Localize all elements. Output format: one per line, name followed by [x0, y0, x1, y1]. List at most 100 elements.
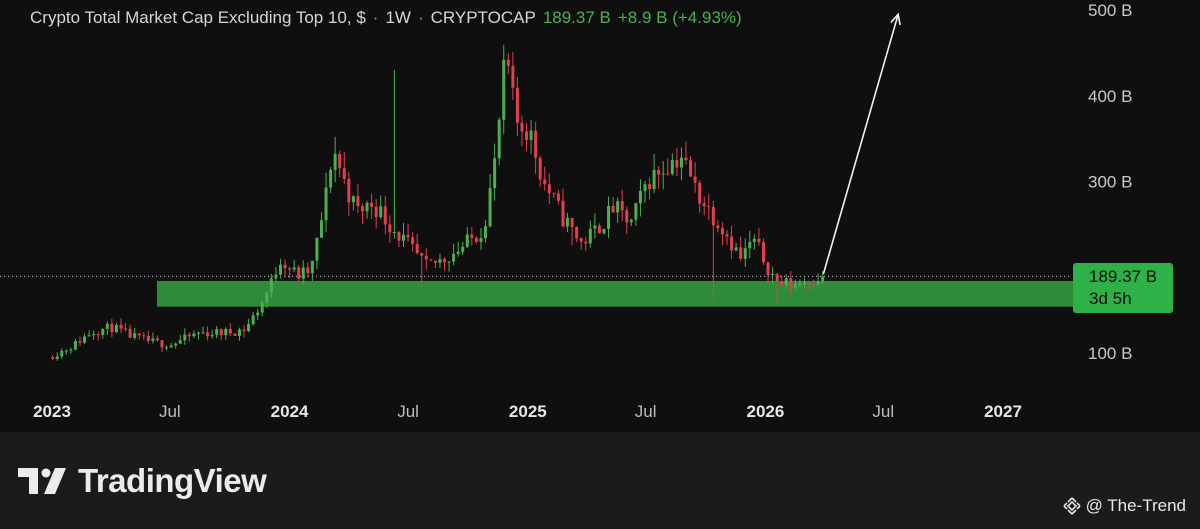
candle-body	[83, 336, 87, 343]
candle-body	[69, 349, 73, 351]
candle-body	[351, 196, 355, 203]
candle-body	[821, 276, 825, 282]
candle-body	[215, 329, 219, 335]
candle	[360, 203, 364, 224]
candle-body	[670, 160, 674, 175]
candle-body	[146, 335, 150, 341]
candle	[648, 177, 652, 200]
candle	[666, 158, 670, 176]
candle-body	[497, 119, 501, 159]
candle	[301, 260, 305, 284]
candle-body	[566, 217, 570, 227]
candle-body	[128, 328, 132, 338]
last-price-value: 189.37 B	[542, 8, 611, 27]
candle	[128, 324, 132, 338]
candle-body	[666, 173, 670, 175]
candle	[561, 188, 565, 228]
candle	[374, 199, 378, 229]
price-tag-value: 189.37 B	[1089, 267, 1158, 286]
tradingview-logo-icon	[18, 468, 66, 494]
symbol-title: Crypto Total Market Cap Excluding Top 10…	[30, 8, 366, 27]
candle-body	[397, 232, 401, 241]
candle	[96, 331, 100, 341]
candle	[338, 150, 342, 178]
candle	[420, 252, 424, 291]
candle-body	[379, 206, 383, 218]
chart-panel[interactable]: 500 B 400 B 300 B 100 B 2023 Jul 2024 Jul 2025 J…	[0, 0, 1200, 432]
separator-dot: ·	[417, 8, 424, 27]
candle-body	[711, 206, 715, 226]
candle-body	[374, 206, 378, 218]
candle	[155, 335, 159, 342]
candle	[196, 331, 200, 340]
x-tick-label: Jul	[397, 402, 419, 421]
candle	[329, 167, 333, 194]
candle-body	[274, 274, 278, 279]
candle-body	[283, 264, 287, 269]
candle	[784, 274, 788, 290]
candle-body	[597, 225, 601, 234]
candle-body	[807, 282, 811, 285]
interval-label[interactable]: 1W	[385, 8, 411, 27]
candle	[51, 355, 55, 361]
candle-body	[247, 324, 251, 332]
candle-body	[761, 242, 765, 263]
candle	[429, 259, 433, 261]
candle	[566, 212, 570, 232]
candle-body	[447, 261, 451, 263]
price-chart[interactable]: 500 B 400 B 300 B 100 B 2023 Jul 2024 Jul 2025 J…	[0, 0, 1200, 432]
candle-body	[638, 190, 642, 204]
x-tick-label: 2026	[746, 402, 784, 421]
candle	[370, 193, 374, 219]
candle	[725, 230, 729, 246]
candle	[110, 318, 114, 338]
candle	[215, 325, 219, 339]
candle-body	[196, 332, 200, 334]
candle	[333, 136, 337, 183]
candle-body	[474, 237, 478, 242]
candle-body	[356, 196, 360, 207]
candle-body	[142, 335, 146, 337]
candle	[124, 323, 128, 332]
candle	[488, 173, 492, 228]
candle	[575, 226, 579, 243]
candle-body	[693, 176, 697, 183]
candle-body	[611, 205, 615, 213]
candle	[752, 234, 756, 250]
candle-body	[552, 193, 556, 195]
candle-body	[365, 202, 369, 212]
candle	[447, 261, 451, 272]
candle	[224, 327, 228, 340]
candle-body	[771, 274, 775, 276]
exchange-label: CRYPTOCAP	[430, 8, 536, 27]
candle	[812, 279, 816, 290]
candle	[720, 222, 724, 246]
tradingview-logo[interactable]: TradingView	[18, 462, 267, 500]
credit-text: @ The-Trend	[1085, 496, 1186, 515]
candle	[757, 228, 761, 246]
candle	[210, 329, 214, 339]
candle-body	[625, 210, 629, 223]
candle-body	[174, 343, 178, 346]
candle-body	[411, 237, 415, 244]
candle-body	[784, 278, 788, 286]
candle-body	[689, 160, 693, 177]
candle-body	[502, 59, 506, 120]
candle-body	[679, 157, 683, 168]
candle	[771, 266, 775, 284]
candle-body	[752, 238, 756, 242]
candle	[675, 147, 679, 177]
candle	[443, 256, 447, 271]
candle	[174, 342, 178, 349]
candle-body	[119, 324, 123, 329]
candle-body	[675, 160, 679, 168]
candle	[793, 279, 797, 290]
candle	[438, 253, 442, 268]
candle-body	[55, 356, 59, 359]
candle-body	[242, 329, 246, 332]
candle-body	[347, 178, 351, 203]
candle	[424, 248, 428, 270]
projection-arrow-line	[822, 14, 899, 275]
candle	[283, 259, 287, 278]
candle	[297, 264, 301, 282]
